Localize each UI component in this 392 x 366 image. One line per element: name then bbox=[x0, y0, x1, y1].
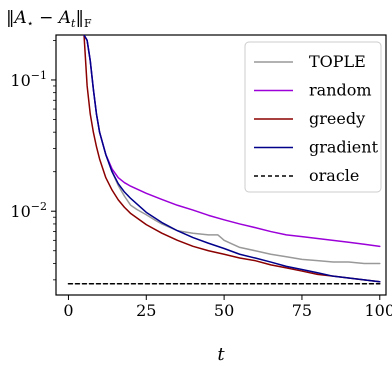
x-tick-label: 25 bbox=[136, 301, 156, 320]
series-layer bbox=[67, 35, 381, 285]
legend: TOPLE random greedy gradient oracle bbox=[244, 41, 382, 193]
plot-frame bbox=[55, 34, 387, 296]
legend-entry-random: random bbox=[254, 81, 372, 100]
x-tick-label: 75 bbox=[292, 301, 312, 320]
legend-box bbox=[244, 41, 382, 193]
y-axis-title: ‖A⋆ − At‖F bbox=[6, 8, 92, 30]
legend-entry-greedy: greedy bbox=[254, 109, 365, 128]
series-line-greedy bbox=[83, 35, 381, 283]
svg-text:‖A⋆ − At‖F: ‖A⋆ − At‖F bbox=[6, 8, 92, 30]
legend-label: gradient bbox=[309, 138, 379, 157]
x-tick-label: 0 bbox=[63, 301, 73, 320]
x-axis-title: t bbox=[217, 344, 225, 365]
legend-label: oracle bbox=[309, 166, 359, 185]
x-tick-label: 50 bbox=[214, 301, 234, 320]
y-tick-label: 10−1 bbox=[10, 69, 47, 90]
legend-entry-oracle: oracle bbox=[254, 166, 359, 185]
legend-label: random bbox=[309, 81, 372, 100]
y-tick-label: 10−2 bbox=[10, 200, 47, 221]
ticks-layer: 0 25 50 75 100 10−1 10−2 bbox=[10, 40, 392, 320]
legend-entry-gradient: gradient bbox=[254, 138, 379, 157]
legend-entry-tople: TOPLE bbox=[254, 52, 366, 71]
series-line-gradient bbox=[83, 35, 381, 283]
legend-label: TOPLE bbox=[309, 52, 366, 71]
legend-label: greedy bbox=[309, 109, 365, 128]
x-tick-label: 100 bbox=[365, 301, 392, 320]
legend-entries: TOPLE random greedy gradient oracle bbox=[254, 52, 379, 185]
